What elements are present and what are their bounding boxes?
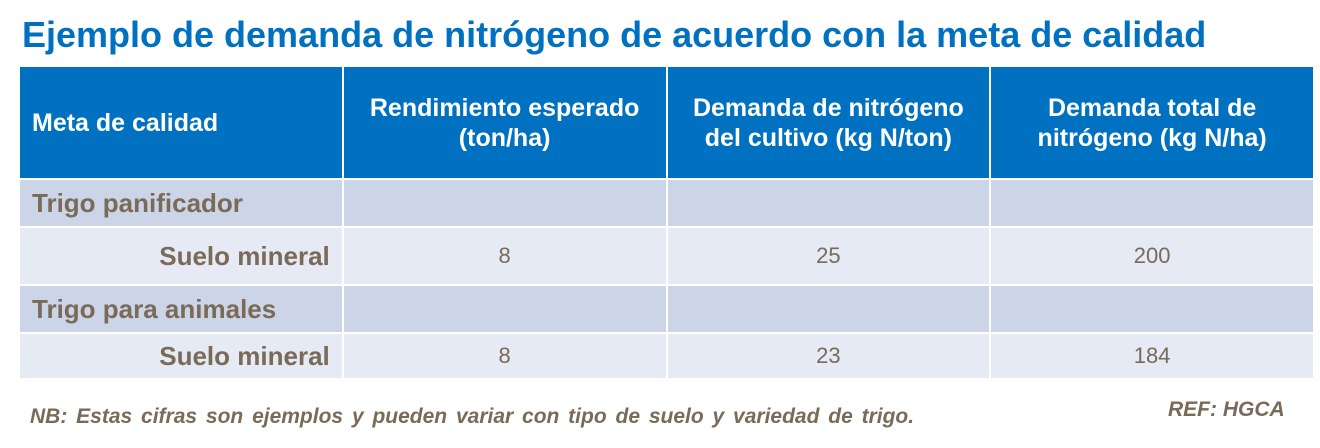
- cell: 184: [989, 332, 1315, 380]
- row-label: Trigo para animales: [18, 284, 344, 334]
- cell: [665, 178, 992, 228]
- table-row: Suelo mineral 8 25 200: [18, 226, 1315, 286]
- column-header: Demanda total de nitrógeno (kg N/ha): [989, 65, 1315, 180]
- row-label: Suelo mineral: [18, 226, 344, 286]
- cell: [341, 284, 668, 334]
- cell: 25: [665, 226, 992, 286]
- page-title: Ejemplo de demanda de nitrógeno de acuer…: [22, 14, 1207, 55]
- column-header: Demanda de nitrógeno del cultivo (kg N/t…: [665, 65, 992, 180]
- reference: REF: HGCA: [1168, 398, 1285, 421]
- cell: [989, 284, 1315, 334]
- cell: [989, 178, 1315, 228]
- table-row: Trigo panificador: [18, 178, 1315, 228]
- column-header: Meta de calidad: [18, 65, 344, 180]
- row-label: Suelo mineral: [18, 332, 344, 380]
- footnote: NB: Estas cifras son ejemplos y pueden v…: [30, 405, 915, 428]
- cell: [665, 284, 992, 334]
- cell: [341, 178, 668, 228]
- cell: 200: [989, 226, 1315, 286]
- nitrogen-demand-table: Meta de calidad Rendimiento esperado (to…: [18, 65, 1315, 380]
- table-header-row: Meta de calidad Rendimiento esperado (to…: [18, 65, 1315, 180]
- column-header: Rendimiento esperado (ton/ha): [341, 65, 668, 180]
- row-label: Trigo panificador: [18, 178, 344, 228]
- table-row: Suelo mineral 8 23 184: [18, 332, 1315, 380]
- cell: 8: [341, 332, 668, 380]
- cell: 8: [341, 226, 668, 286]
- table-row: Trigo para animales: [18, 284, 1315, 334]
- cell: 23: [665, 332, 992, 380]
